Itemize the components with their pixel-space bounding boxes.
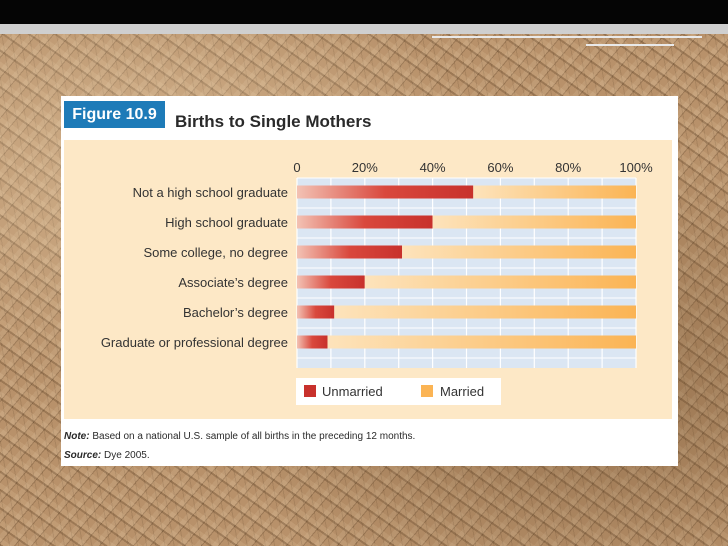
bar-married [473, 185, 636, 199]
x-tick-label: 20% [352, 160, 378, 175]
source-text: Dye 2005. [101, 450, 150, 461]
figure-number-tag: Figure 10.9 [64, 101, 165, 128]
top-accent-line [432, 36, 702, 38]
top-divider-line [0, 24, 728, 34]
note-label: Note: [64, 431, 90, 442]
legend-label-unmarried: Unmarried [322, 384, 383, 399]
x-tick-label: 0 [293, 160, 300, 175]
bar-unmarried [297, 275, 365, 289]
category-label: Bachelor’s degree [183, 305, 288, 320]
top-black-bar [0, 0, 728, 24]
category-label: High school graduate [165, 215, 288, 230]
figure-note: Note: Based on a national U.S. sample of… [64, 431, 415, 442]
category-label: Graduate or professional degree [101, 335, 288, 350]
category-label: Not a high school graduate [133, 185, 288, 200]
bar-unmarried [297, 305, 335, 319]
bar-married [364, 275, 636, 289]
x-tick-label: 100% [619, 160, 653, 175]
legend-box [296, 378, 501, 405]
bar-married [432, 215, 636, 229]
category-label: Some college, no degree [143, 245, 288, 260]
x-tick-label: 40% [420, 160, 446, 175]
chart-legend: Unmarried Married [296, 378, 501, 405]
bar-unmarried [297, 335, 328, 349]
bar-married [334, 305, 636, 319]
x-tick-label: 80% [555, 160, 581, 175]
legend-swatch-unmarried [304, 385, 316, 397]
figure-source: Source: Dye 2005. [64, 450, 150, 461]
category-label: Associate’s degree [178, 275, 288, 290]
top-accent-line-short [586, 44, 674, 46]
bar-married [402, 245, 636, 259]
x-tick-label: 60% [487, 160, 513, 175]
bar-unmarried [297, 185, 474, 199]
source-label: Source: [64, 450, 102, 461]
legend-swatch-married [421, 385, 433, 397]
bar-unmarried [297, 215, 433, 229]
bar-married [327, 335, 636, 349]
note-text: Based on a national U.S. sample of all b… [89, 431, 416, 442]
figure-title: Births to Single Mothers [175, 112, 372, 131]
bar-unmarried [297, 245, 403, 259]
legend-label-married: Married [440, 384, 484, 399]
